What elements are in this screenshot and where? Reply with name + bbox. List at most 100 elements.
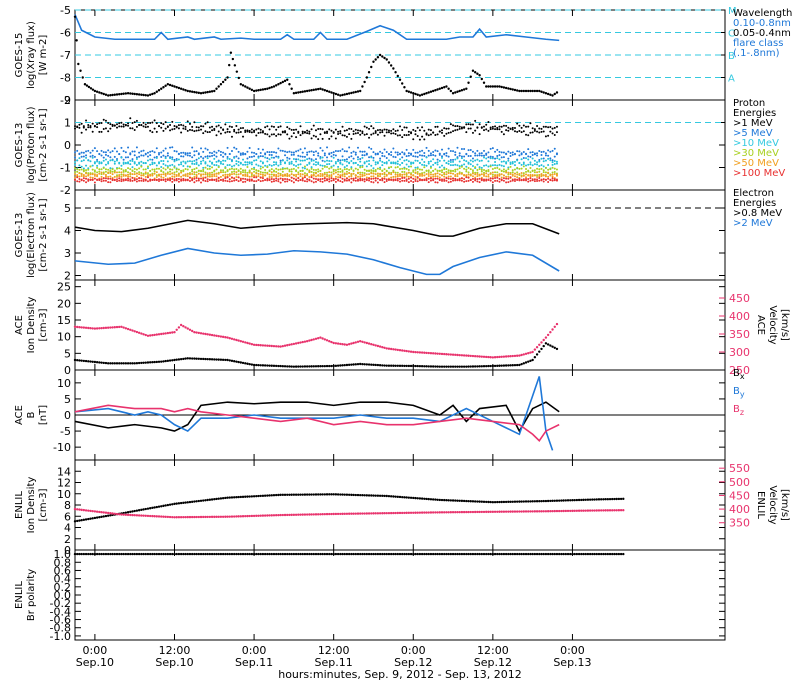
series-point-protons: [277, 133, 280, 136]
series-point-protons: [78, 157, 81, 160]
series-point-protons: [261, 130, 264, 133]
series-point-protons: [465, 131, 468, 134]
series-point-enlil_polarity: [513, 552, 517, 556]
series-point-protons: [248, 175, 251, 178]
series-point-xray: [241, 84, 245, 87]
series-point-protons: [494, 125, 497, 128]
series-point-protons: [292, 128, 295, 131]
series-point-protons: [78, 180, 81, 183]
series-point-protons: [383, 171, 386, 174]
series-point-enlil_density_velocity: [535, 500, 539, 503]
series-point-enlil_density_velocity: [84, 509, 88, 512]
series-point-ace_density_velocity: [500, 364, 503, 367]
series-point-protons: [478, 152, 481, 155]
series-point-protons: [447, 160, 450, 163]
series-point-protons: [334, 128, 337, 131]
series-point-xray: [171, 84, 174, 87]
series-point-protons: [348, 156, 351, 159]
series-point-enlil_polarity: [431, 552, 435, 556]
series-point-protons: [341, 181, 344, 184]
series-point-protons: [330, 135, 333, 138]
series-point-protons: [339, 167, 342, 170]
series-point-enlil_density_velocity: [330, 493, 333, 496]
series-point-ace_density_velocity: [447, 353, 450, 356]
series-point-enlil_density_velocity: [504, 500, 508, 504]
series-point-protons: [507, 175, 510, 178]
series-point-protons: [85, 172, 88, 175]
series-point-protons: [368, 173, 371, 176]
series-point-ace_density_velocity: [140, 361, 143, 365]
series-point-protons: [474, 154, 477, 157]
ylabel-enlil_density_velocity: [cm-3]: [38, 488, 49, 521]
series-point-protons: [405, 148, 408, 151]
ylabel-protons: [cm-2 s-1 sr-1]: [38, 108, 49, 181]
series-point-protons: [352, 130, 355, 133]
series-point-protons: [323, 177, 326, 180]
series-point-protons: [361, 156, 364, 159]
series-point-protons: [102, 118, 105, 121]
series-point-protons: [235, 176, 238, 179]
series-point-ace_density_velocity: [389, 347, 393, 351]
series-point-protons: [518, 162, 521, 165]
series-point-ace_density_velocity: [294, 342, 298, 345]
series-point-xray: [387, 61, 391, 64]
series-point-xray: [507, 87, 510, 90]
series-point-protons: [337, 150, 340, 153]
series-point-protons: [162, 176, 165, 179]
series-point-enlil_density_velocity: [557, 509, 561, 513]
series-point-enlil_density_velocity: [288, 513, 291, 517]
series-point-protons: [460, 155, 463, 158]
series-point-protons: [312, 151, 315, 154]
series-point-enlil_density_velocity: [407, 496, 411, 499]
series-point-enlil_polarity: [487, 552, 490, 556]
series-point-xray: [257, 89, 260, 92]
series-point-protons: [529, 171, 532, 174]
series-point-protons: [215, 168, 218, 171]
series-point-protons: [427, 169, 430, 172]
series-point-ace_density_velocity: [206, 333, 209, 336]
series-point-enlil_density_velocity: [299, 493, 302, 496]
series-point-protons: [120, 164, 123, 167]
series-point-protons: [268, 170, 271, 173]
series-point-protons: [502, 170, 505, 173]
series-point-protons: [553, 160, 556, 163]
series-point-protons: [93, 155, 96, 158]
series-point-protons: [343, 159, 346, 162]
series-point-protons: [222, 151, 225, 154]
series-point-ace_density_velocity: [314, 337, 318, 340]
series-point-protons: [487, 179, 490, 182]
series-point-protons: [547, 134, 550, 137]
series-point-protons: [354, 167, 357, 170]
series-point-protons: [248, 178, 251, 181]
series-point-protons: [496, 164, 499, 167]
series-point-protons: [272, 169, 275, 172]
series-point-enlil_polarity: [195, 552, 198, 556]
series-point-enlil_polarity: [164, 552, 167, 556]
series-point-protons: [162, 163, 165, 166]
series-point-enlil_density_velocity: [485, 500, 488, 504]
series-point-protons: [410, 162, 413, 165]
series-point-protons: [175, 126, 178, 129]
series-point-ace_density_velocity: [509, 364, 512, 367]
series-point-protons: [480, 152, 483, 155]
series-point-protons: [277, 180, 280, 183]
series-point-protons: [421, 149, 424, 152]
series-point-enlil_density_velocity: [412, 496, 415, 500]
series-point-protons: [171, 163, 174, 166]
series-point-protons: [374, 163, 377, 166]
series-point-protons: [206, 173, 209, 176]
series-point-protons: [113, 147, 116, 150]
series-point-protons: [284, 154, 287, 157]
series-point-xray: [462, 88, 466, 91]
series-point-protons: [275, 134, 278, 137]
series-point-ace_density_velocity: [226, 358, 229, 362]
series-point-xray: [162, 86, 165, 89]
series-point-protons: [374, 152, 377, 155]
series-point-protons: [195, 173, 198, 176]
series-point-enlil_density_velocity: [248, 514, 251, 518]
series-point-protons: [505, 175, 508, 178]
series-point-protons: [155, 157, 158, 160]
series-point-protons: [505, 124, 508, 127]
series-point-ace_density_velocity: [336, 342, 340, 345]
series-point-protons: [279, 172, 282, 175]
